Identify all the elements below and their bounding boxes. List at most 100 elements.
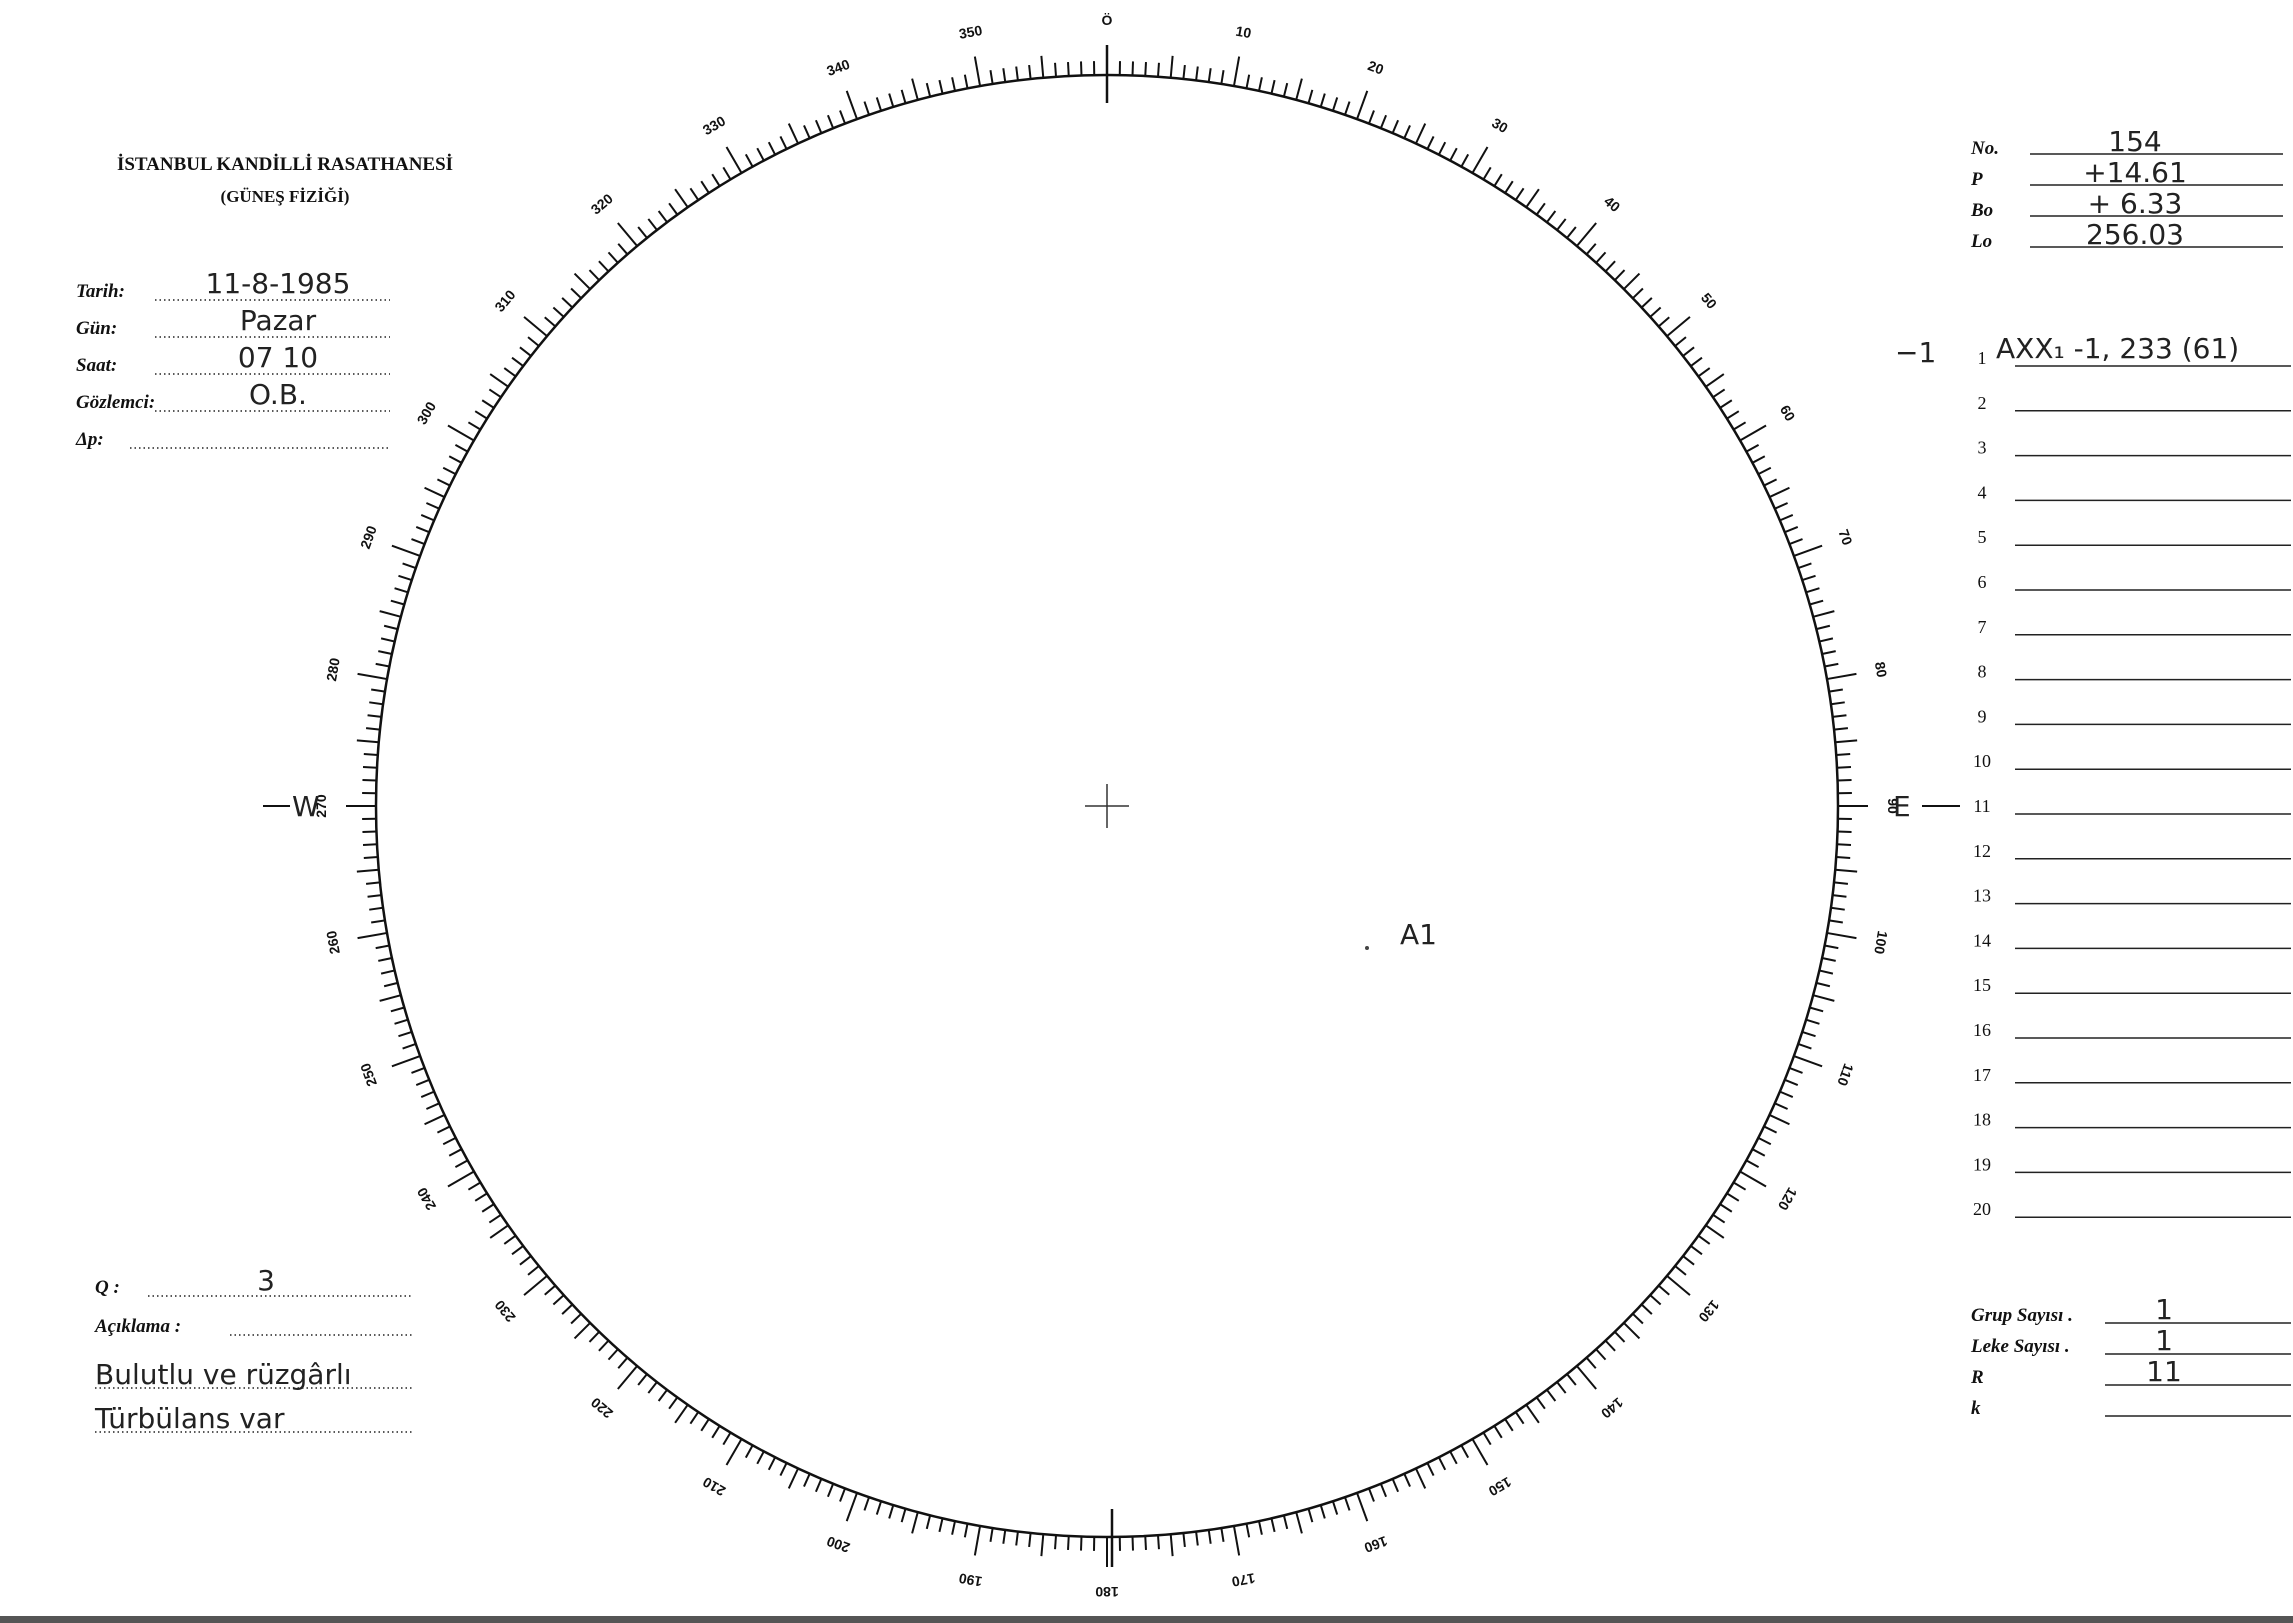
- line-number: 4: [1978, 482, 1987, 502]
- scale-tick: [489, 373, 509, 388]
- scale-tick: [552, 1294, 565, 1306]
- line-number: 20: [1973, 1199, 1991, 1219]
- scale-tick: [722, 1432, 732, 1446]
- scale-label: 190: [957, 1570, 983, 1590]
- scale-tick: [420, 1090, 435, 1099]
- scale-tick: [1805, 587, 1820, 594]
- scale-tick: [1415, 123, 1427, 144]
- field-label: Bo: [1970, 200, 1993, 221]
- line-number: 17: [1973, 1065, 1991, 1085]
- scale-tick: [448, 455, 463, 464]
- scale-tick: [875, 97, 883, 112]
- scale-tick: [1640, 297, 1653, 309]
- field-label: No.: [1970, 138, 1999, 159]
- scale-label: 110: [1834, 1061, 1857, 1088]
- scale-tick: [1604, 260, 1616, 273]
- scale-tick: [1220, 70, 1225, 85]
- note: Türbülans var: [94, 1402, 285, 1435]
- scale-tick: [767, 1456, 777, 1471]
- scale-tick: [1426, 1462, 1435, 1477]
- scale-tick: [1546, 1389, 1557, 1402]
- scale-tick: [1426, 135, 1435, 150]
- scale-tick: [1169, 1534, 1174, 1557]
- scale-tick: [1816, 981, 1831, 988]
- scale-tick: [647, 1381, 658, 1394]
- field-value: O.B.: [249, 378, 307, 411]
- scale-tick: [1830, 701, 1845, 706]
- field-label: Δp:: [75, 429, 104, 450]
- scale-tick: [725, 1438, 743, 1466]
- scale-tick: [1067, 1535, 1070, 1551]
- scale-tick: [398, 574, 413, 582]
- field-value: 256.03: [2086, 218, 2184, 251]
- scale-tick: [481, 399, 495, 409]
- scale-tick: [1835, 868, 1858, 873]
- q-label: Q :: [95, 1277, 120, 1298]
- scale-tick: [1757, 1136, 1772, 1146]
- scale-tick: [1040, 55, 1045, 78]
- scale-tick: [767, 141, 777, 156]
- scale-tick: [756, 147, 765, 162]
- scale-label: 350: [958, 22, 984, 42]
- scale-tick: [814, 1478, 823, 1493]
- scale-tick: [1649, 1294, 1662, 1306]
- scale-tick: [1705, 1224, 1725, 1239]
- scale-tick: [1809, 1006, 1824, 1013]
- scale-label: 30: [1489, 114, 1511, 136]
- scale-tick: [391, 1055, 421, 1068]
- scale-tick: [1245, 1523, 1251, 1538]
- line-number: 2: [1978, 393, 1987, 413]
- scale-tick: [689, 187, 700, 201]
- field-label: Gün:: [76, 318, 117, 339]
- scale-tick: [383, 981, 398, 988]
- line-number: 15: [1973, 975, 1991, 995]
- scale-tick: [1270, 1518, 1276, 1533]
- scale-tick: [1258, 1520, 1263, 1535]
- scale-tick: [503, 367, 517, 378]
- scale-tick: [911, 1511, 919, 1534]
- scale-tick: [511, 1245, 524, 1256]
- scale-tick: [779, 1462, 788, 1477]
- scale-tick: [617, 1357, 629, 1369]
- scale-tick: [1614, 269, 1626, 281]
- scale-tick: [657, 1389, 668, 1402]
- scale-tick: [689, 1411, 700, 1425]
- scale-tick: [938, 1518, 944, 1533]
- scale-tick: [1471, 146, 1489, 174]
- scale-tick: [363, 753, 378, 757]
- scale-tick: [511, 356, 524, 367]
- scale-tick: [1835, 739, 1858, 744]
- scale-tick: [700, 1418, 710, 1432]
- scale-label: 250: [357, 1061, 380, 1089]
- scale-tick: [607, 251, 619, 264]
- scale-tick: [674, 188, 689, 208]
- field-label: R: [1970, 1367, 1984, 1388]
- scale-tick: [454, 1159, 469, 1169]
- spot: [1365, 946, 1369, 950]
- scale-tick: [1836, 753, 1851, 757]
- scale-tick: [1403, 1473, 1411, 1487]
- scale-tick: [1482, 166, 1492, 180]
- line-number: 10: [1973, 751, 1991, 771]
- scale-tick: [1054, 62, 1058, 77]
- scale-tick: [1751, 455, 1766, 464]
- field-label: Tarih:: [76, 281, 125, 302]
- field-value: 11-8-1985: [206, 267, 351, 300]
- scale-tick: [951, 1520, 956, 1535]
- scale-tick: [488, 1213, 502, 1224]
- scale-tick: [1726, 410, 1740, 420]
- scale-tick: [544, 1284, 556, 1296]
- scale-tick: [1690, 356, 1703, 367]
- title: İSTANBUL KANDİLLİ RASATHANESİ: [117, 154, 453, 175]
- scale-label: 280: [323, 656, 343, 682]
- scale-tick: [1757, 466, 1772, 476]
- scale-tick: [744, 153, 754, 168]
- scale-tick: [415, 1078, 430, 1087]
- scale-tick: [900, 1508, 907, 1523]
- scale-tick: [1801, 1030, 1816, 1038]
- scale-tick: [1546, 210, 1557, 223]
- scale-tick: [369, 906, 384, 911]
- scale-tick: [888, 93, 895, 108]
- line-number: 12: [1973, 841, 1991, 861]
